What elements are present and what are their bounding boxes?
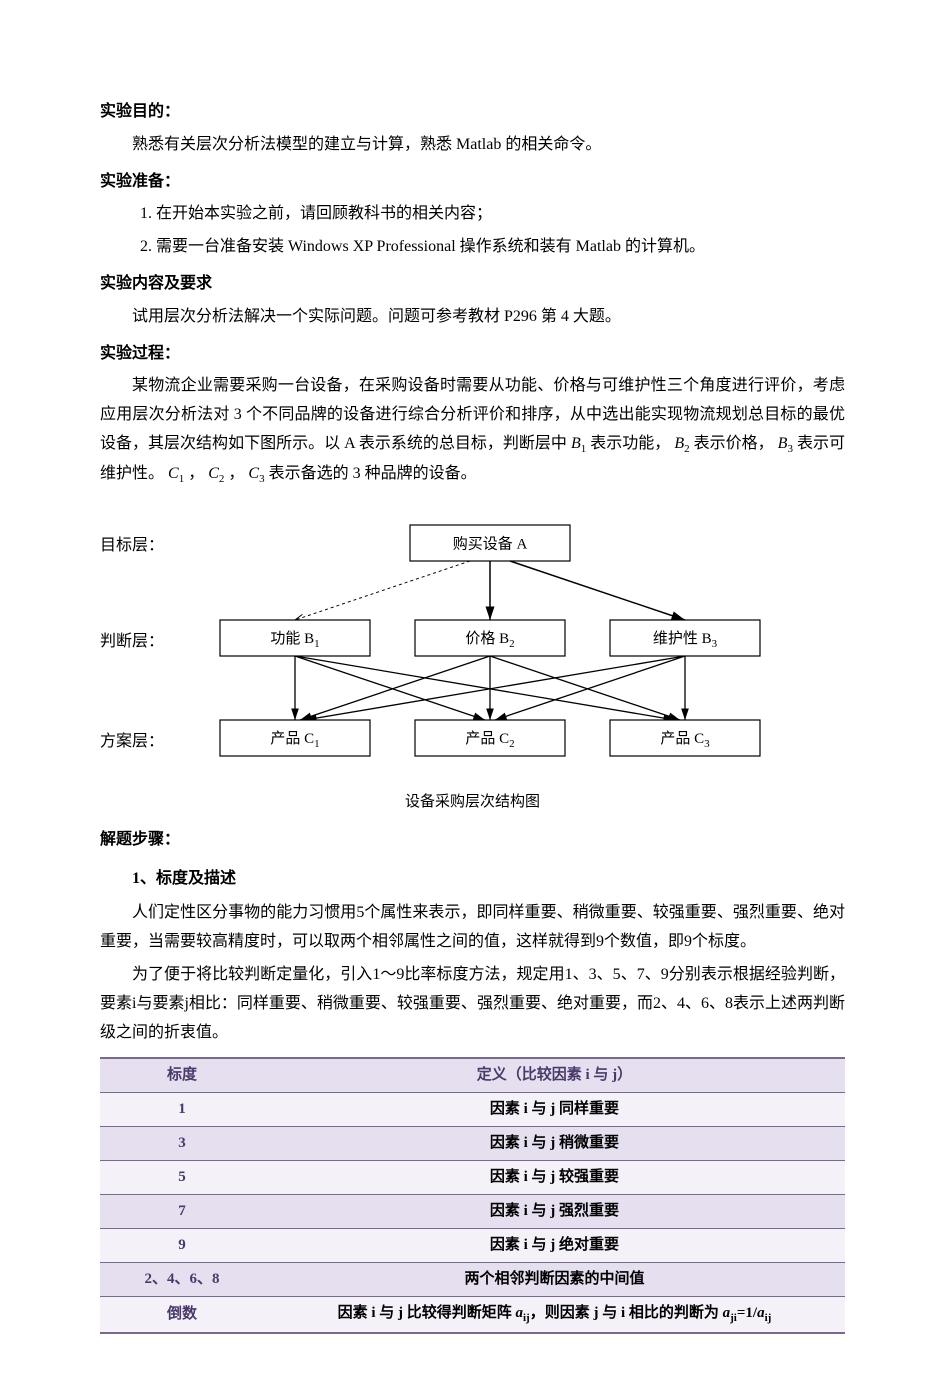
cell-scale: 倒数	[100, 1297, 264, 1333]
step1-p2: 为了便于将比较判断定量化，引入1～9比率标度方法，规定用1、3、5、7、9分别表…	[100, 961, 845, 1047]
node-c1-text: 产品 C1	[270, 730, 319, 749]
layer-label-3: 方案层：	[100, 728, 164, 757]
layer-label-1: 目标层：	[100, 532, 164, 561]
node-b2-text: 价格 B2	[465, 630, 514, 649]
cell-def: 因素 i 与 j 稍微重要	[264, 1127, 845, 1161]
table-body: 1因素 i 与 j 同样重要3因素 i 与 j 稍微重要5因素 i 与 j 较强…	[100, 1093, 845, 1333]
sym-b1-sub: 1	[581, 443, 587, 455]
th-def-pre: 定义（比较因素	[477, 1067, 586, 1083]
sym-b3: B	[778, 435, 788, 452]
steps-title: 解题步骤：	[100, 826, 845, 855]
section-title-process: 实验过程：	[100, 340, 845, 369]
process-text-5: ，	[228, 465, 244, 482]
cell-scale: 2、4、6、8	[100, 1263, 264, 1297]
purpose-body: 熟悉有关层次分析法模型的建立与计算，熟悉 Matlab 的相关命令。	[100, 131, 845, 160]
content-body: 试用层次分析法解决一个实际问题。问题可参考教材 P296 第 4 大题。	[100, 303, 845, 332]
cell-def: 两个相邻判断因素的中间值	[264, 1263, 845, 1297]
diagram-caption: 设备采购层次结构图	[100, 789, 845, 816]
hierarchy-diagram: 目标层： 判断层： 方案层： 购买设备 A 功能 B1 价格 B2 维护性 B3	[100, 510, 845, 816]
sym-c3-sub: 3	[259, 473, 265, 485]
sym-b1: B	[571, 435, 581, 452]
cell-def: 因素 i 与 j 强烈重要	[264, 1195, 845, 1229]
section-title-purpose: 实验目的：	[100, 98, 845, 127]
sym-b2: B	[674, 435, 684, 452]
table-row: 7因素 i 与 j 强烈重要	[100, 1195, 845, 1229]
cell-scale: 7	[100, 1195, 264, 1229]
table-row: 倒数因素 i 与 j 比较得判断矩阵 aij，则因素 j 与 i 相比的判断为 …	[100, 1297, 845, 1333]
cell-def: 因素 i 与 j 比较得判断矩阵 aij，则因素 j 与 i 相比的判断为 aj…	[264, 1297, 845, 1333]
cell-scale: 9	[100, 1229, 264, 1263]
step1-p1: 人们定性区分事物的能力习惯用5个属性来表示，即同样重要、稍微重要、较强重要、强烈…	[100, 899, 845, 957]
sym-b3-sub: 3	[787, 443, 793, 455]
table-row: 2、4、6、8两个相邻判断因素的中间值	[100, 1263, 845, 1297]
table-row: 3因素 i 与 j 稍微重要	[100, 1127, 845, 1161]
section-title-prep: 实验准备：	[100, 168, 845, 197]
process-text-2: 表示价格，	[694, 435, 774, 452]
cell-scale: 3	[100, 1127, 264, 1161]
step1-heading: 1、标度及描述	[100, 865, 845, 894]
node-c2-text: 产品 C2	[465, 730, 514, 749]
edges-b-c	[295, 656, 685, 720]
node-c3-text: 产品 C3	[660, 730, 710, 749]
process-body: 某物流企业需要采购一台设备，在采购设备时需要从功能、价格与可维护性三个角度进行评…	[100, 372, 845, 490]
process-text-1: 表示功能，	[590, 435, 670, 452]
th-def-post: ）	[617, 1067, 632, 1083]
cell-scale: 1	[100, 1093, 264, 1127]
sym-c2: C	[208, 465, 219, 482]
process-text-4: ，	[188, 465, 204, 482]
node-b3-text: 维护性 B3	[653, 630, 718, 649]
sym-c2-sub: 2	[219, 473, 225, 485]
node-top-text: 购买设备 A	[453, 535, 528, 552]
section-title-content: 实验内容及要求	[100, 270, 845, 299]
prep-item-1: 1. 在开始本实验之前，请回顾教科书的相关内容；	[100, 200, 845, 229]
table-header-row: 标度 定义（比较因素 i 与 j）	[100, 1058, 845, 1093]
cell-def: 因素 i 与 j 较强重要	[264, 1161, 845, 1195]
layer-label-2: 判断层：	[100, 628, 164, 657]
prep-item-2: 2. 需要一台准备安装 Windows XP Professional 操作系统…	[100, 233, 845, 262]
th-def: 定义（比较因素 i 与 j）	[264, 1058, 845, 1093]
process-text-6: 表示备选的 3 种品牌的设备。	[269, 465, 477, 482]
table-row: 5因素 i 与 j 较强重要	[100, 1161, 845, 1195]
edge-a-b1	[295, 561, 470, 620]
sym-c1-sub: 1	[179, 473, 185, 485]
sym-c3: C	[248, 465, 259, 482]
cell-def: 因素 i 与 j 绝对重要	[264, 1229, 845, 1263]
table-row: 1因素 i 与 j 同样重要	[100, 1093, 845, 1127]
edge-a-b3	[510, 561, 685, 620]
sym-b2-sub: 2	[684, 443, 690, 455]
cell-def: 因素 i 与 j 同样重要	[264, 1093, 845, 1127]
cell-scale: 5	[100, 1161, 264, 1195]
node-b1-text: 功能 B1	[270, 630, 319, 649]
hierarchy-svg: 购买设备 A 功能 B1 价格 B2 维护性 B3 产品 C1 产品 C2	[100, 510, 840, 770]
sym-c1: C	[168, 465, 179, 482]
table-row: 9因素 i 与 j 绝对重要	[100, 1229, 845, 1263]
scale-table: 标度 定义（比较因素 i 与 j） 1因素 i 与 j 同样重要3因素 i 与 …	[100, 1057, 845, 1334]
th-scale: 标度	[100, 1058, 264, 1093]
